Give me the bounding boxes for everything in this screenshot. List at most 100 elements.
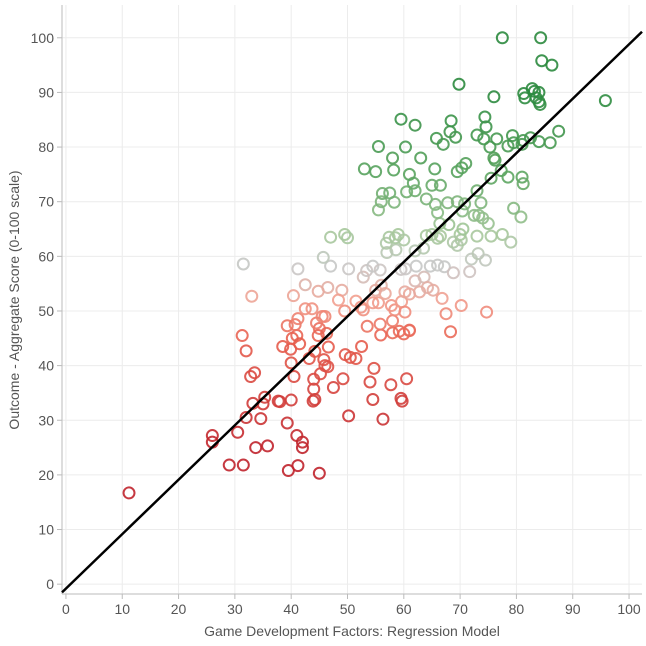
data-point (598, 94, 612, 108)
data-point (236, 458, 250, 472)
data-point (261, 439, 275, 453)
data-point (480, 305, 494, 319)
data-point (543, 136, 557, 150)
data-point (258, 390, 272, 404)
data-point (386, 326, 400, 340)
data-point (349, 352, 363, 366)
data-point (474, 196, 488, 210)
data-point (389, 243, 403, 257)
data-point (495, 227, 509, 241)
y-axis-ticks: 0 10 20 30 40 50 60 70 80 90 100 (31, 30, 62, 592)
data-point (398, 305, 412, 319)
data-point (441, 196, 455, 210)
data-point (386, 151, 400, 165)
data-point (291, 459, 305, 473)
data-point (307, 382, 321, 396)
data-point (298, 302, 312, 316)
data-point (458, 197, 472, 211)
y-tick-label: 60 (38, 248, 54, 264)
data-point (483, 140, 497, 154)
data-point (429, 131, 443, 145)
data-point (477, 132, 491, 146)
data-point (478, 253, 492, 267)
data-point (295, 435, 309, 449)
data-point (435, 291, 449, 305)
data-point (366, 296, 380, 310)
data-point (338, 304, 352, 318)
x-tick-label: 20 (171, 601, 187, 617)
data-point (369, 165, 383, 179)
data-point (423, 259, 437, 273)
data-point (501, 170, 515, 184)
data-point (394, 112, 408, 126)
data-point (276, 339, 290, 353)
data-point (343, 350, 357, 364)
x-axis-ticks: 0 10 20 30 40 50 60 70 80 90 100 (62, 594, 641, 617)
data-point (321, 360, 335, 374)
data-point (449, 130, 463, 144)
x-tick-label: 10 (114, 601, 130, 617)
data-point (495, 31, 509, 45)
data-point (284, 356, 298, 370)
data-point (298, 278, 312, 292)
y-tick-label: 50 (38, 303, 54, 319)
data-point (484, 171, 498, 185)
data-point (471, 247, 485, 261)
data-point (487, 90, 501, 104)
data-point (366, 392, 380, 406)
y-tick-label: 10 (38, 522, 54, 538)
data-point (487, 151, 501, 165)
data-point (336, 372, 350, 386)
data-point (205, 429, 219, 443)
trend-line (61, 30, 643, 594)
data-point (288, 318, 302, 332)
data-point (398, 140, 412, 154)
x-tick-label: 80 (509, 601, 525, 617)
data-point (428, 197, 442, 211)
data-point (494, 164, 508, 178)
data-point (470, 229, 484, 243)
data-point (505, 129, 519, 143)
data-point (463, 265, 477, 279)
data-point (280, 416, 294, 430)
data-point (408, 184, 422, 198)
data-point (533, 97, 547, 111)
data-point (245, 289, 259, 303)
data-point (514, 210, 528, 224)
data-point (388, 231, 402, 245)
y-tick-label: 20 (38, 467, 54, 483)
data-point (409, 259, 423, 273)
data-point (395, 394, 409, 408)
x-tick-label: 70 (452, 601, 468, 617)
data-point (235, 329, 249, 343)
data-point (357, 162, 371, 176)
data-point (545, 58, 559, 72)
data-point (373, 317, 387, 331)
data-point (236, 257, 250, 271)
data-point (467, 208, 481, 222)
data-point (371, 203, 385, 217)
data-point (324, 259, 338, 273)
data-point (446, 266, 460, 280)
data-point (402, 167, 416, 181)
data-point (306, 394, 320, 408)
y-tick-label: 0 (46, 576, 54, 592)
data-point (479, 120, 493, 134)
data-point (291, 262, 305, 276)
data-point (231, 425, 245, 439)
data-point (455, 204, 469, 218)
data-point (373, 263, 387, 277)
data-point (305, 302, 319, 316)
data-point (408, 118, 422, 132)
data-point (122, 486, 136, 500)
data-point (254, 412, 268, 426)
data-point (408, 244, 422, 258)
data-point (444, 325, 458, 339)
data-point (295, 441, 309, 455)
data-point (384, 378, 398, 392)
data-point (425, 178, 439, 192)
data-point (383, 186, 397, 200)
y-tick-label: 30 (38, 412, 54, 428)
data-point (342, 262, 356, 276)
data-point (239, 344, 253, 358)
